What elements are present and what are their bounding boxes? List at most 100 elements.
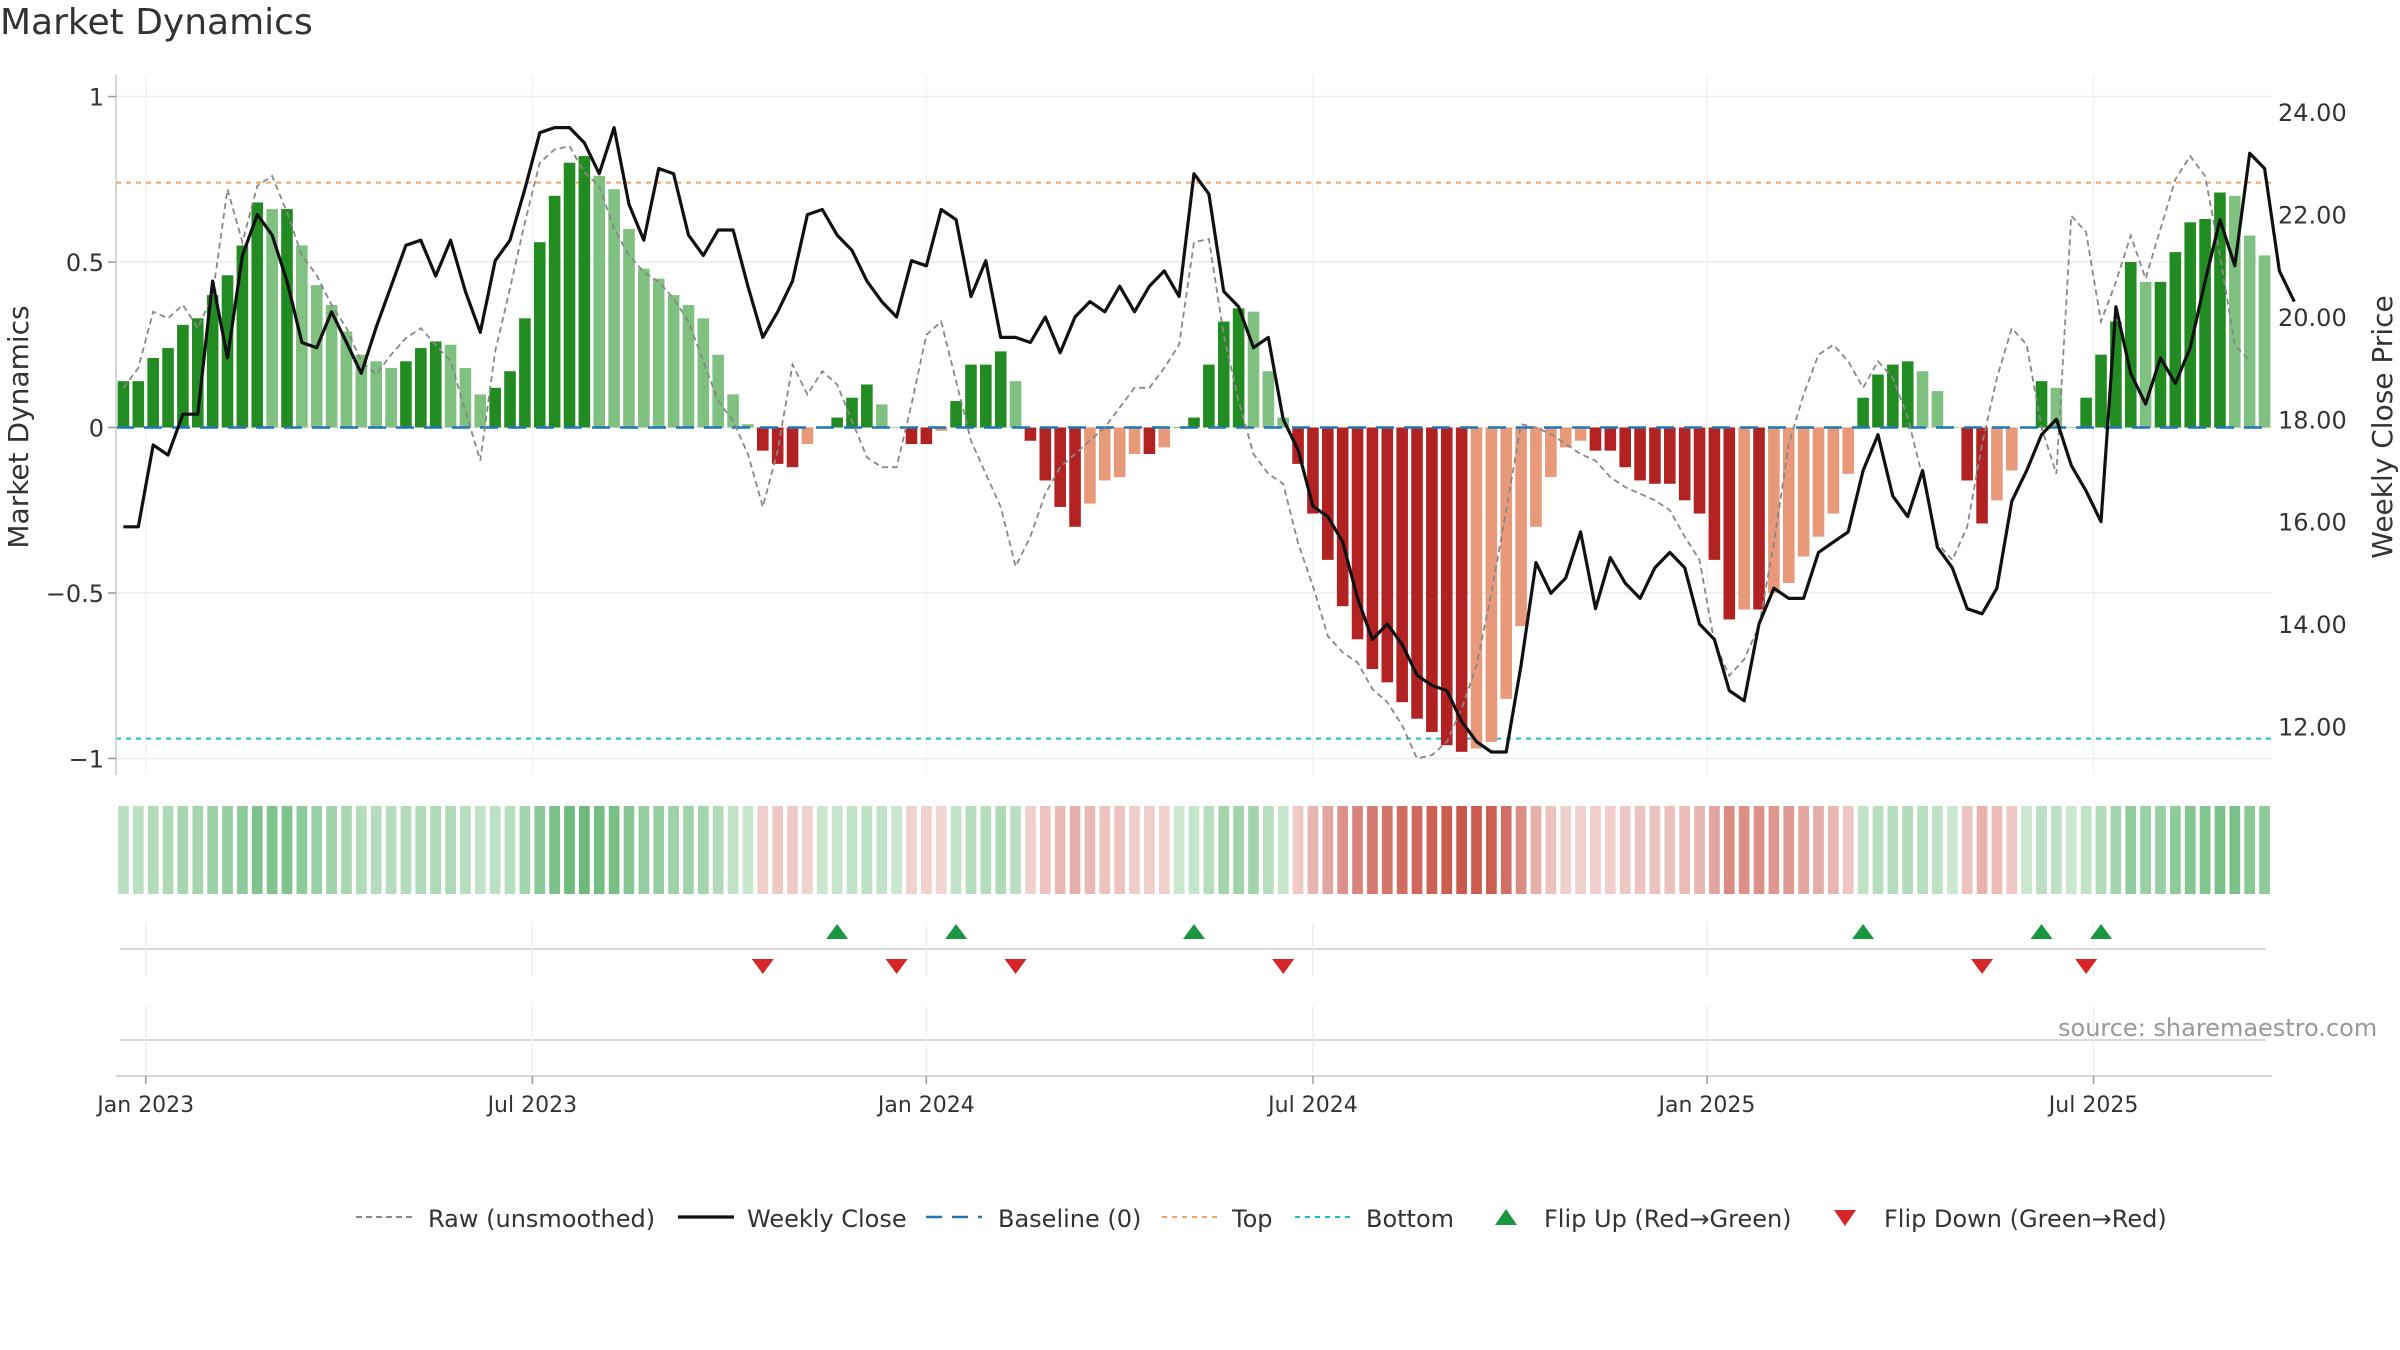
heat-cell bbox=[668, 806, 679, 894]
heat-cell bbox=[1396, 806, 1408, 894]
dynamics-bar bbox=[1381, 427, 1394, 683]
dynamics-bar bbox=[2169, 252, 2182, 428]
heat-cell bbox=[1679, 806, 1691, 894]
heat-cell bbox=[653, 806, 665, 894]
flip-up-marker bbox=[2090, 924, 2113, 939]
dynamics-bar bbox=[1039, 427, 1052, 481]
weekly-close-line bbox=[123, 125, 2296, 754]
heat-cell bbox=[757, 806, 769, 894]
y-tick-label-right: 18.00 bbox=[2278, 406, 2347, 434]
heat-cell bbox=[1367, 806, 1378, 894]
heat-cell bbox=[638, 806, 650, 894]
dynamics-bar bbox=[920, 427, 933, 445]
dynamics-bar bbox=[1322, 427, 1334, 560]
heat-cell bbox=[430, 806, 442, 894]
heat-cell bbox=[1262, 806, 1274, 894]
heat-cell bbox=[1218, 806, 1230, 894]
heat-cell bbox=[1634, 806, 1646, 894]
y-tick-label-left: 0.5 bbox=[66, 249, 104, 277]
dynamics-bar bbox=[1232, 308, 1245, 428]
dynamics-bar bbox=[682, 305, 695, 428]
heat-cell bbox=[2199, 806, 2211, 894]
dynamics-bar bbox=[652, 278, 665, 428]
heat-cell bbox=[2095, 806, 2107, 894]
heat-cell bbox=[1545, 806, 1557, 894]
dynamics-bar bbox=[370, 361, 383, 428]
dynamics-bar bbox=[861, 384, 873, 428]
heat-cell bbox=[1590, 806, 1601, 894]
dynamics-bar bbox=[2035, 381, 2048, 428]
dynamics-bar bbox=[340, 331, 353, 428]
dynamics-bar bbox=[1351, 427, 1364, 640]
flip-up-marker bbox=[2030, 924, 2053, 939]
heat-cell bbox=[1426, 806, 1438, 894]
x-tick-label: Jan 2024 bbox=[876, 1093, 975, 1118]
heat-cell bbox=[1441, 806, 1453, 894]
dynamics-bar bbox=[2139, 281, 2152, 428]
dynamics-bar bbox=[593, 175, 606, 428]
heat-cell bbox=[147, 806, 159, 894]
heat-cell bbox=[1902, 806, 1914, 894]
dynamics-bar bbox=[1589, 427, 1602, 451]
dynamics-bar bbox=[1098, 427, 1111, 481]
heat-cell bbox=[846, 806, 858, 894]
heat-cell bbox=[802, 806, 813, 894]
legend-label: Raw (unsmoothed) bbox=[428, 1205, 655, 1233]
y-tick-label-right: 16.00 bbox=[2278, 509, 2347, 537]
heat-cell bbox=[504, 806, 516, 894]
dynamics-bar bbox=[1827, 427, 1840, 514]
heat-cell bbox=[2214, 806, 2226, 894]
y-tick-label-left: −1 bbox=[69, 745, 104, 773]
dynamics-bar bbox=[236, 245, 249, 428]
raw-unsmoothed-line bbox=[122, 145, 2251, 760]
dynamics-bar bbox=[1440, 427, 1453, 746]
heat-cell bbox=[1857, 806, 1869, 894]
dynamics-bar bbox=[1530, 427, 1542, 527]
legend-label: Weekly Close bbox=[747, 1205, 907, 1233]
dynamics-bar bbox=[1411, 427, 1423, 719]
heat-cell bbox=[2140, 806, 2151, 894]
dynamics-bar bbox=[950, 401, 962, 428]
heat-cell bbox=[980, 806, 992, 894]
dynamics-bar bbox=[2005, 427, 2018, 471]
legend-label: Flip Up (Red→Green) bbox=[1544, 1205, 1792, 1233]
dynamics-bar bbox=[1574, 427, 1587, 441]
heat-cell bbox=[1381, 806, 1393, 894]
heat-cell bbox=[1798, 806, 1809, 894]
dynamics-bar bbox=[1693, 427, 1706, 514]
heat-cell bbox=[2065, 806, 2077, 894]
flip-down-marker bbox=[1971, 959, 1994, 974]
dynamics-bar bbox=[1188, 417, 1200, 428]
heat-cell bbox=[266, 806, 278, 894]
heat-cell bbox=[1842, 806, 1854, 894]
heat-cell bbox=[995, 806, 1007, 894]
dynamics-bar bbox=[875, 404, 888, 428]
heat-cell bbox=[608, 806, 620, 894]
dynamics-bar bbox=[1768, 427, 1780, 593]
dynamics-bar bbox=[1426, 427, 1438, 732]
dynamics-bar bbox=[1366, 427, 1379, 670]
heat-cell bbox=[1753, 806, 1765, 894]
heat-cell bbox=[1114, 806, 1126, 894]
dynamics-bar bbox=[1708, 427, 1721, 560]
dynamics-bar bbox=[1931, 391, 1944, 428]
dynamics-bar bbox=[1887, 364, 1899, 428]
heat-cell bbox=[1084, 806, 1096, 894]
dynamics-bar bbox=[474, 394, 487, 428]
heat-cell bbox=[1664, 806, 1676, 894]
heat-cell bbox=[2155, 806, 2166, 894]
legend-swatch-flip-up bbox=[1495, 1209, 1517, 1225]
heat-cell bbox=[445, 806, 456, 894]
heat-cell bbox=[1694, 806, 1705, 894]
dynamics-bar bbox=[429, 341, 442, 428]
empty-panel bbox=[120, 1006, 2266, 1072]
dynamics-bar bbox=[355, 354, 368, 428]
dynamics-bar bbox=[191, 318, 204, 428]
legend-label: Top bbox=[1231, 1205, 1273, 1233]
dynamics-bar bbox=[742, 424, 754, 428]
legend-label: Baseline (0) bbox=[998, 1205, 1141, 1233]
dynamics-bar bbox=[2110, 321, 2122, 428]
x-axis: Jan 2023 Jul 2023 Jan 2024 Jul 2024 Jan 2025… bbox=[95, 1075, 2272, 1118]
heat-cell bbox=[1887, 806, 1899, 894]
flip-up-marker bbox=[826, 924, 849, 939]
